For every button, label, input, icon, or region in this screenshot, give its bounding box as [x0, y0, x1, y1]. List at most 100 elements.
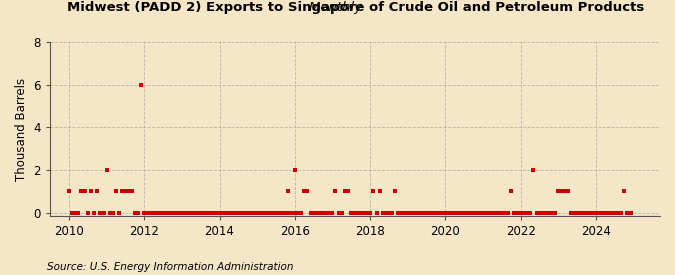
Point [161, 211, 171, 215]
Point [101, 168, 112, 172]
Point [202, 211, 213, 215]
Point [192, 211, 203, 215]
Point [242, 211, 253, 215]
Point [553, 189, 564, 194]
Point [245, 211, 256, 215]
Point [189, 211, 200, 215]
Point [355, 211, 366, 215]
Point [286, 211, 297, 215]
Point [271, 211, 281, 215]
Point [481, 211, 491, 215]
Point [321, 211, 331, 215]
Point [364, 211, 375, 215]
Point [249, 211, 260, 215]
Point [117, 189, 128, 194]
Point [63, 189, 74, 194]
Point [387, 211, 398, 215]
Point [556, 189, 567, 194]
Point [254, 211, 265, 215]
Point [267, 211, 278, 215]
Point [566, 211, 576, 215]
Point [95, 211, 105, 215]
Point [531, 211, 542, 215]
Point [569, 211, 580, 215]
Point [249, 211, 260, 215]
Point [264, 211, 275, 215]
Point [409, 211, 420, 215]
Point [242, 211, 253, 215]
Point [427, 211, 438, 215]
Point [547, 211, 558, 215]
Point [371, 211, 382, 215]
Y-axis label: Thousand Barrels: Thousand Barrels [15, 78, 28, 181]
Point [560, 189, 570, 194]
Point [616, 211, 626, 215]
Point [424, 211, 435, 215]
Point [236, 211, 247, 215]
Point [139, 211, 150, 215]
Point [205, 211, 215, 215]
Point [223, 211, 234, 215]
Point [587, 211, 598, 215]
Point [176, 211, 187, 215]
Point [509, 211, 520, 215]
Point [264, 211, 275, 215]
Point [214, 211, 225, 215]
Point [402, 211, 413, 215]
Point [562, 189, 573, 194]
Text: Midwest (PADD 2) Exports to Singapore of Crude Oil and Petroleum Products: Midwest (PADD 2) Exports to Singapore of… [30, 1, 645, 14]
Point [258, 211, 269, 215]
Point [362, 211, 373, 215]
Point [136, 82, 146, 87]
Point [258, 211, 269, 215]
Point [597, 211, 608, 215]
Point [603, 211, 614, 215]
Point [450, 211, 460, 215]
Point [446, 211, 457, 215]
Point [581, 211, 592, 215]
Point [541, 211, 551, 215]
Point [493, 211, 504, 215]
Point [506, 189, 516, 194]
Point [208, 211, 219, 215]
Point [155, 211, 165, 215]
Point [271, 211, 281, 215]
Point [478, 211, 489, 215]
Point [412, 211, 423, 215]
Point [76, 189, 86, 194]
Point [374, 189, 385, 194]
Point [515, 211, 526, 215]
Point [180, 211, 190, 215]
Point [221, 211, 232, 215]
Text: Source: U.S. Energy Information Administration: Source: U.S. Energy Information Administ… [47, 262, 294, 271]
Point [245, 211, 256, 215]
Point [308, 211, 319, 215]
Point [330, 189, 341, 194]
Point [296, 211, 306, 215]
Point [67, 211, 78, 215]
Point [227, 211, 238, 215]
Point [240, 211, 250, 215]
Point [261, 211, 272, 215]
Point [490, 211, 501, 215]
Point [126, 189, 137, 194]
Point [261, 211, 272, 215]
Point [176, 211, 187, 215]
Point [305, 211, 316, 215]
Point [406, 211, 416, 215]
Point [468, 211, 479, 215]
Point [98, 211, 109, 215]
Point [85, 189, 96, 194]
Point [290, 211, 300, 215]
Point [132, 211, 143, 215]
Point [358, 211, 369, 215]
Point [400, 211, 410, 215]
Point [610, 211, 620, 215]
Point [173, 211, 184, 215]
Point [503, 211, 514, 215]
Point [170, 211, 181, 215]
Point [299, 189, 310, 194]
Point [340, 189, 350, 194]
Point [240, 211, 250, 215]
Point [333, 211, 344, 215]
